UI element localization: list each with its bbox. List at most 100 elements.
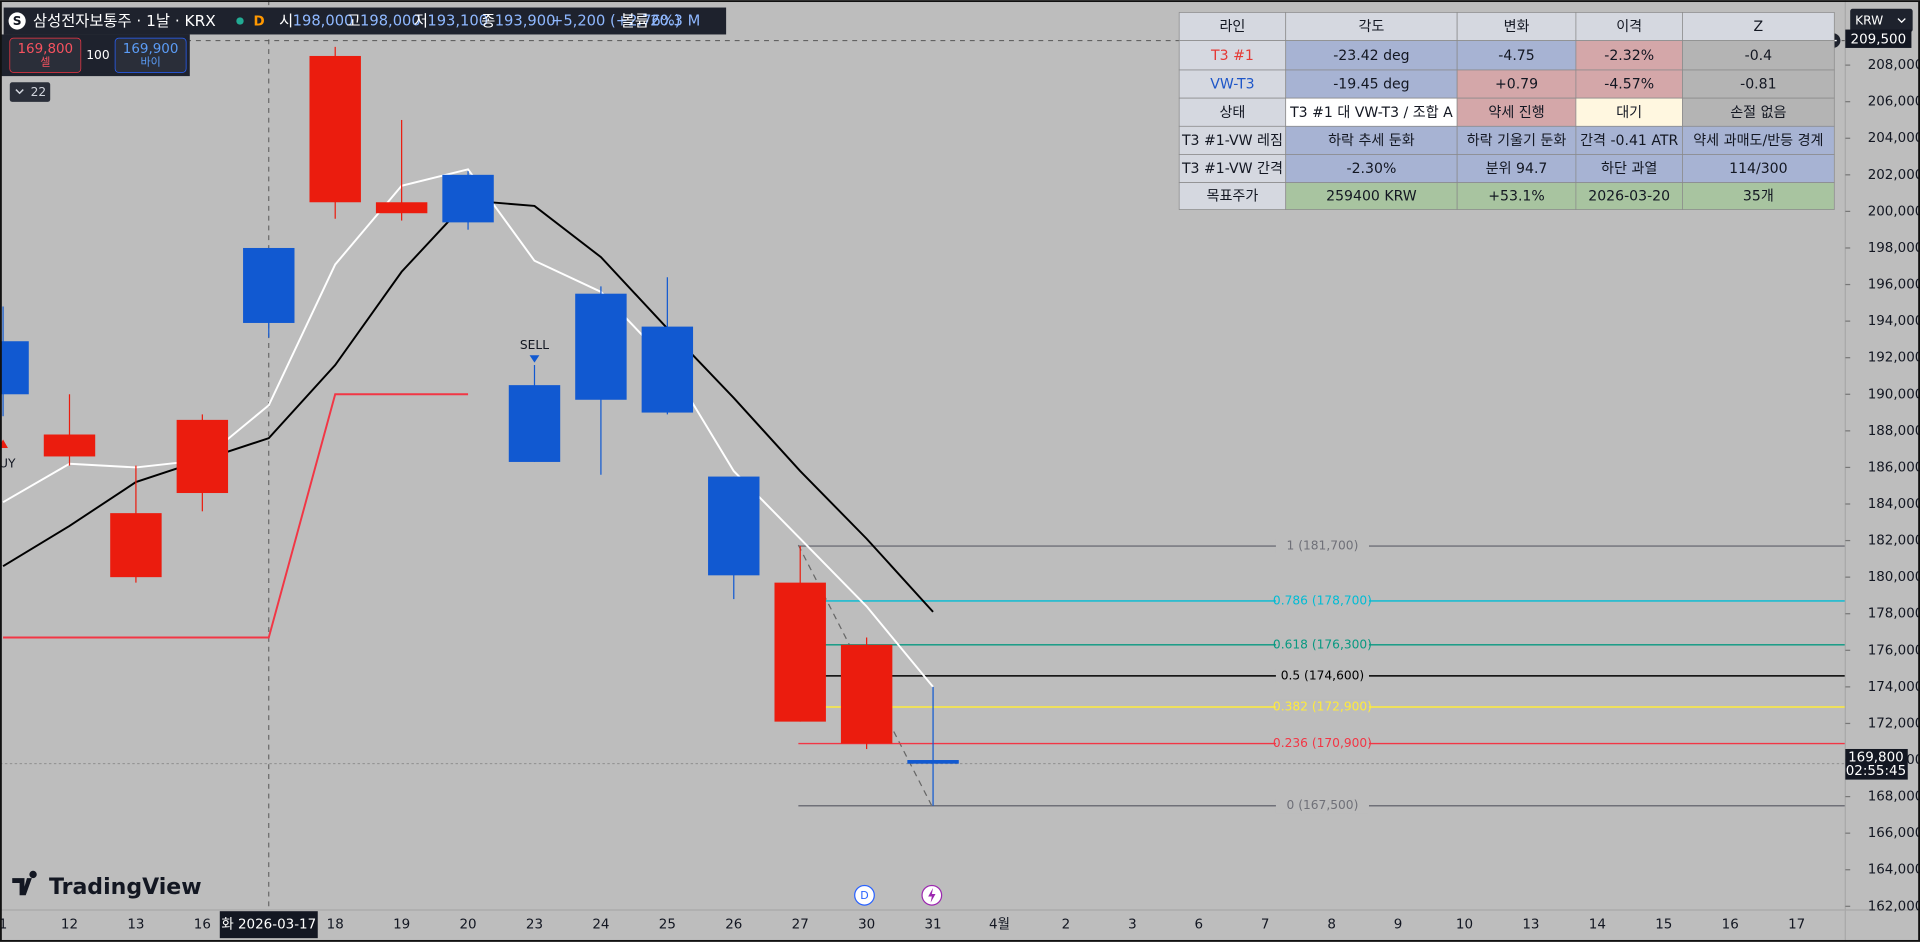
- buy-button[interactable]: [114, 37, 187, 73]
- volume-value: 20.3 M: [650, 13, 700, 30]
- buy-price: 169,900: [123, 42, 179, 57]
- y-tick-label: 194,000: [1868, 314, 1920, 329]
- status-table: 라인 각도 변화 이격 Z T3 #1 -23.42 deg -4.75 -2.32% -0.4 V…: [1178, 12, 1835, 210]
- fib-label: 0 (167,500): [1287, 798, 1359, 812]
- x-tick-label: 7: [1261, 918, 1270, 933]
- table-text: VW-T3: [1210, 77, 1254, 93]
- fib-label-bg: [1275, 637, 1369, 653]
- change: +5,200 (+2.76%): [551, 13, 680, 30]
- y-tick-label: 202,000: [1868, 168, 1920, 183]
- sell-price: 169,800: [17, 42, 73, 57]
- y-tick-label: 192,000: [1868, 351, 1920, 366]
- table-cell: [1285, 125, 1458, 155]
- table-cell: [1285, 12, 1458, 41]
- ohlc-value: 198,000: [293, 13, 354, 30]
- indicator-line: [2, 168, 934, 688]
- x-tick-label: 9: [1394, 918, 1403, 933]
- table-text: 259400 KRW: [1326, 189, 1417, 205]
- table-cell: [1178, 182, 1287, 210]
- symbol-icon-text: S: [13, 14, 22, 28]
- dividend-event[interactable]: [854, 884, 875, 906]
- crosshair-price-box: [1845, 29, 1912, 48]
- table-text: T3 #1 대 VW-T3 / 조합 A: [1289, 105, 1453, 121]
- last-price-box: [1845, 748, 1908, 780]
- ohlc-value: 198,000: [360, 13, 421, 30]
- x-tick-label: 1: [0, 918, 7, 933]
- table-cell: [1285, 154, 1458, 183]
- candle-body: [110, 513, 162, 578]
- symbol-title[interactable]: 삼성전자보통주 · 1날 · KRX: [33, 12, 216, 30]
- indicator-count: 22: [31, 85, 47, 99]
- y-tick-label: 186,000: [1868, 460, 1920, 475]
- currency-button[interactable]: [1850, 8, 1913, 33]
- table-text: 하단 과열: [1601, 161, 1657, 177]
- y-tick-label: 172,000: [1868, 716, 1920, 731]
- table-text: 라인: [1219, 19, 1245, 35]
- y-tick-label: 200,000: [1868, 204, 1920, 219]
- quantity[interactable]: 100: [86, 48, 109, 62]
- candle-body: [43, 434, 96, 457]
- x-tick-label: 14: [1589, 918, 1606, 933]
- fib-label: 0.5 (174,600): [1281, 668, 1364, 682]
- table-text: -23.42 deg: [1333, 48, 1409, 64]
- signal-marker: [529, 355, 540, 363]
- table-cell: [1178, 97, 1287, 127]
- ohlc-label: 종: [481, 12, 495, 30]
- brand: TradingView: [49, 875, 202, 900]
- fib-label-bg: [1275, 593, 1369, 609]
- x-tick-label: 30: [858, 918, 875, 933]
- fib-label: 0.618 (176,300): [1273, 637, 1372, 651]
- y-tick-label: 166,000: [1868, 826, 1920, 841]
- candle-body: [243, 247, 295, 323]
- x-tick-label: 23: [526, 918, 543, 933]
- table-cell: [1178, 12, 1287, 41]
- y-tick-label: 190,000: [1868, 387, 1920, 402]
- table-text: 하락 추세 둔화: [1328, 133, 1415, 149]
- table-text: Z: [1754, 19, 1764, 35]
- table-text: 대기: [1616, 105, 1642, 121]
- table-text: 이격: [1616, 19, 1642, 35]
- table-text: 2026-03-20: [1588, 189, 1670, 205]
- x-tick-label: 26: [725, 918, 742, 933]
- table-cell: [1575, 154, 1683, 183]
- candle-body: [0, 341, 29, 395]
- fib-label-bg: [1275, 736, 1369, 751]
- table-cell: [1682, 125, 1835, 155]
- y-tick-label: 198,000: [1868, 241, 1920, 256]
- ohlc-label: 고: [347, 12, 361, 30]
- x-tick-label: 19: [393, 918, 410, 933]
- fib-label-bg: [1275, 699, 1369, 715]
- table-cell: [1575, 40, 1683, 71]
- table-cell: [1456, 182, 1577, 210]
- symbol-icon[interactable]: [8, 12, 26, 30]
- ohlc-value: 193,100: [427, 13, 488, 30]
- last-price: 169,800: [1848, 751, 1904, 766]
- sell-button[interactable]: [9, 37, 82, 73]
- x-tick-label: 10: [1456, 918, 1473, 933]
- x-tick-label: 12: [61, 918, 78, 933]
- table-cell: [1178, 125, 1287, 155]
- y-tick-label: 188,000: [1868, 424, 1920, 439]
- y-tick-label: 162,000: [1868, 899, 1920, 914]
- x-tick-label: 16: [1722, 918, 1739, 933]
- ohlc-value: 193,900: [495, 13, 556, 30]
- interval-badge: D: [253, 15, 264, 30]
- dividend-event-label: D: [860, 889, 868, 902]
- table-text: 114/300: [1729, 161, 1788, 177]
- table-cell: [1285, 40, 1458, 71]
- y-tick-label: 178,000: [1868, 607, 1920, 622]
- candle-body: [309, 55, 361, 203]
- table-text: 하락 기울기 둔화: [1467, 133, 1567, 149]
- chevron: [15, 89, 24, 95]
- indicator-toggle[interactable]: [9, 82, 51, 102]
- market-status: [236, 17, 244, 25]
- table-text: -0.81: [1740, 77, 1776, 93]
- x-tick-label: 17: [1788, 918, 1805, 933]
- x-tick-label: 15: [1655, 918, 1672, 933]
- table-text: -4.75: [1498, 48, 1534, 64]
- y-tick-label: 206,000: [1868, 95, 1920, 110]
- table-cell: [1285, 97, 1458, 127]
- table-cell: [1682, 182, 1835, 210]
- crosshair-date: 화 2026-03-17: [221, 917, 316, 933]
- table-text: 각도: [1358, 19, 1384, 35]
